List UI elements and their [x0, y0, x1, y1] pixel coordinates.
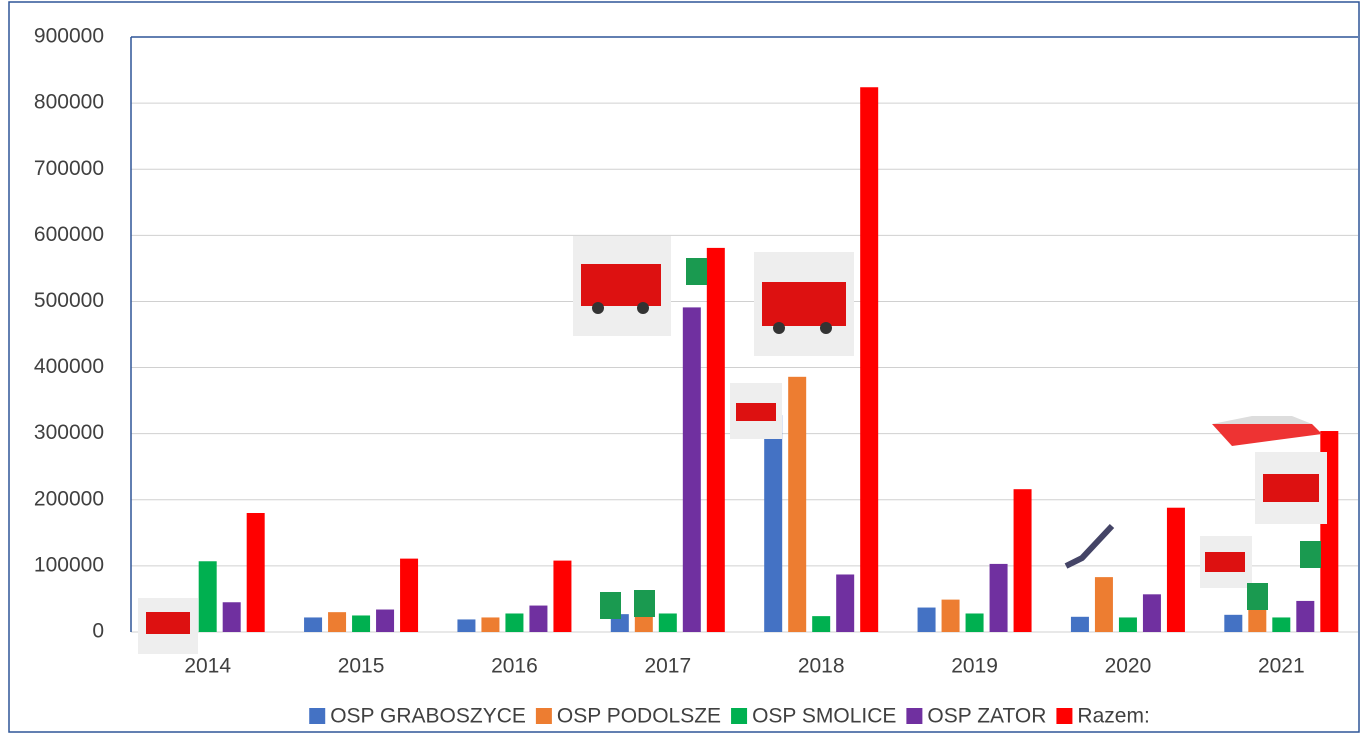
bar	[990, 564, 1008, 632]
bar	[1143, 594, 1161, 632]
legend-label: Razem:	[1077, 705, 1149, 728]
bar	[1272, 617, 1290, 632]
bar	[1119, 617, 1137, 632]
bar	[1167, 508, 1185, 632]
bar	[764, 415, 782, 632]
bar	[304, 617, 322, 632]
bar	[788, 377, 806, 632]
y-tick-label: 500000	[34, 289, 104, 312]
x-tick-label: 2020	[1105, 655, 1152, 678]
legend-swatch	[1056, 708, 1072, 724]
x-tick-label: 2016	[491, 655, 538, 678]
bar	[1095, 577, 1113, 632]
bar	[481, 617, 499, 632]
bar	[352, 615, 370, 632]
bar	[659, 613, 677, 632]
bar	[707, 248, 725, 632]
bar	[836, 574, 854, 632]
x-tick-label: 2014	[184, 655, 231, 678]
bar	[328, 612, 346, 632]
bar	[942, 600, 960, 632]
bar	[1248, 607, 1266, 632]
bar	[553, 561, 571, 632]
x-tick-label: 2015	[338, 655, 385, 678]
x-tick-label: 2017	[644, 655, 691, 678]
bar	[1071, 617, 1089, 632]
icons	[138, 236, 1327, 654]
legend: OSP GRABOSZYCE OSP PODOLSZE OSP SMOLICE OSP…	[309, 705, 1150, 728]
legend-swatch	[309, 708, 325, 724]
y-tick-label: 100000	[34, 553, 104, 576]
legend-label: OSP PODOLSZE	[557, 705, 721, 728]
y-tick-label: 0	[92, 620, 104, 643]
bar	[1224, 615, 1242, 632]
bar	[812, 616, 830, 632]
bar	[199, 561, 217, 632]
y-tick-label: 300000	[34, 421, 104, 444]
bar	[1014, 489, 1032, 632]
legend-swatch	[906, 708, 922, 724]
bar	[400, 559, 418, 632]
legend-swatch	[536, 708, 552, 724]
bar	[457, 619, 475, 632]
bar	[966, 613, 984, 632]
legend-label: OSP ZATOR	[927, 705, 1046, 728]
bar	[918, 608, 936, 632]
y-tick-label: 400000	[34, 355, 104, 378]
bar	[683, 307, 701, 632]
y-tick-label: 700000	[34, 157, 104, 180]
legend-swatch	[731, 708, 747, 724]
x-tick-label: 2021	[1258, 655, 1305, 678]
y-tick-label: 800000	[34, 91, 104, 114]
bar	[376, 610, 394, 632]
y-tick-label: 600000	[34, 223, 104, 246]
x-tick-label: 2018	[798, 655, 845, 678]
bar	[860, 87, 878, 632]
legend-label: OSP SMOLICE	[752, 705, 896, 728]
bar	[1296, 601, 1314, 632]
y-tick-label: 900000	[34, 25, 104, 48]
chart: 0 100000 200000 300000 400000 500000 600000 700…	[0, 0, 1362, 735]
y-tick-label: 200000	[34, 487, 104, 510]
bar	[505, 613, 523, 632]
x-tick-label: 2019	[951, 655, 998, 678]
bar	[529, 606, 547, 632]
bar	[223, 602, 241, 632]
bar	[247, 513, 265, 632]
legend-label: OSP GRABOSZYCE	[330, 705, 526, 728]
